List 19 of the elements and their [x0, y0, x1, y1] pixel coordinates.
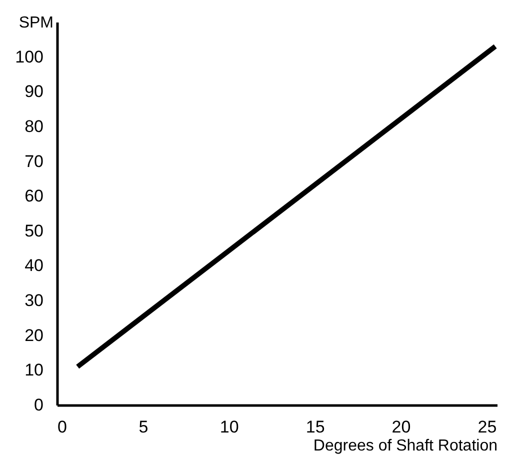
x-tick-label: 20 [392, 418, 411, 436]
x-tick-label: 10 [220, 418, 239, 436]
y-tick-label: 10 [24, 360, 44, 380]
x-tick-label: 25 [478, 418, 497, 436]
y-tick-label: 100 [15, 47, 44, 66]
y-tick-label: 90 [24, 82, 44, 102]
y-tick-label: 70 [24, 152, 44, 171]
x-tick-label: 15 [306, 418, 325, 436]
y-tick-label: 80 [24, 116, 44, 136]
x-axis-title: Degrees of Shaft Rotation [313, 438, 498, 454]
x-tick-label: 5 [138, 418, 148, 436]
y-tick-label: 40 [24, 256, 44, 276]
y-tick-label: 0 [34, 396, 44, 414]
x-tick-label: 0 [58, 418, 67, 436]
y-tick-label: 50 [24, 221, 44, 240]
y-tick-label: 20 [24, 326, 44, 345]
y-tick-label: 30 [24, 291, 44, 310]
y-tick-label: 60 [24, 186, 44, 206]
y-axis-title: SPM [18, 14, 54, 32]
